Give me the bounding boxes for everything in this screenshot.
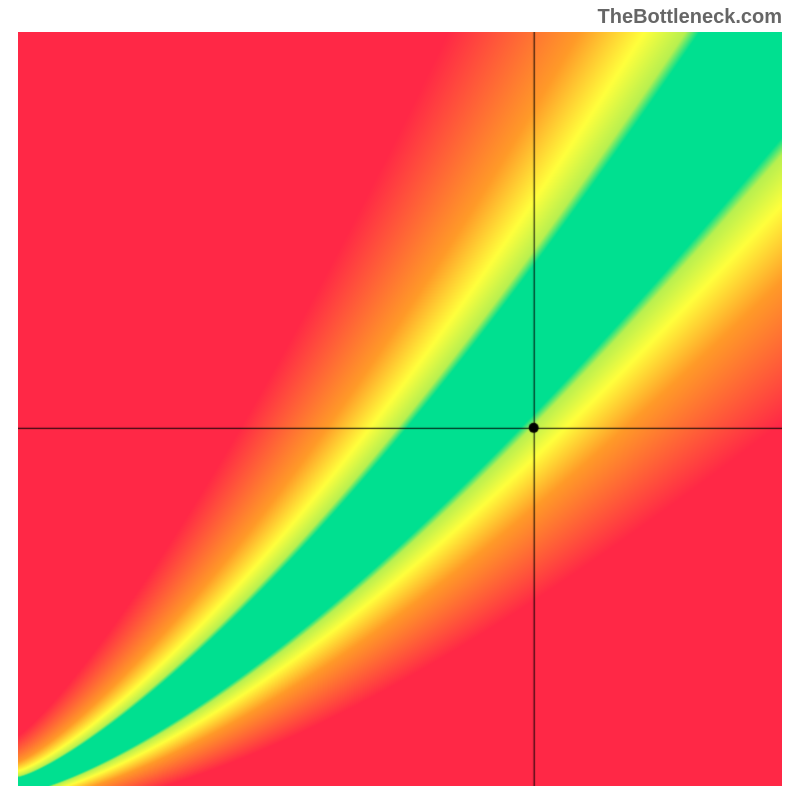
watermark-text: TheBottleneck.com: [598, 6, 782, 29]
bottleneck-heatmap-chart: [18, 32, 782, 786]
heatmap-canvas: [18, 32, 782, 786]
